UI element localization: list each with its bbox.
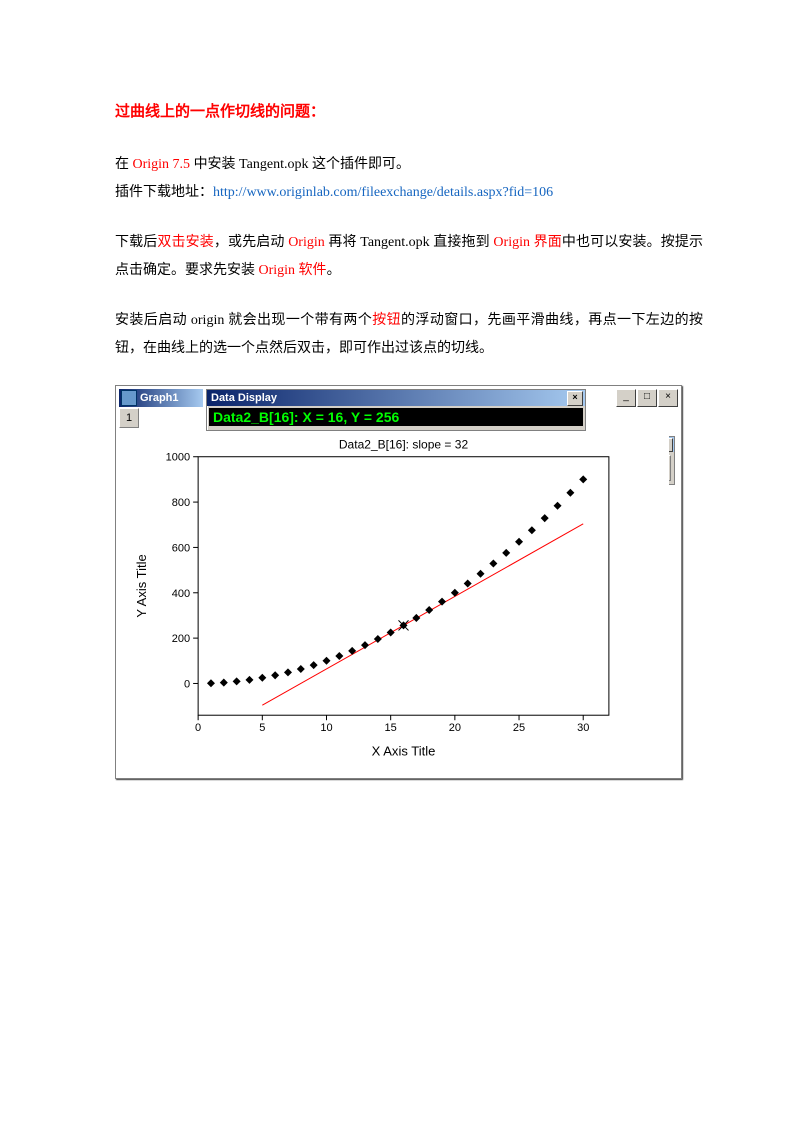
window-controls: _ □ × [615,389,678,407]
svg-text:0: 0 [184,678,190,690]
svg-text:800: 800 [172,497,190,509]
text: 插件下载地址： [115,185,213,200]
text: 安装后启动 origin 就会出现一个带有两个 [115,313,372,328]
text: 再将 Tangent.opk 直接拖到 [325,235,494,250]
svg-text:X Axis Title: X Axis Title [372,743,436,758]
text: 。 [327,263,341,278]
chart-svg: Data2_B[16]: slope = 32 0 5 10 15 20 25 30 0 200 4… [128,434,669,766]
svg-text:400: 400 [172,588,190,600]
text: ，或先启动 [214,235,288,250]
graph-window-titlebar[interactable]: Graph1 [119,389,203,407]
highlight: Origin [288,235,325,250]
svg-text:30: 30 [577,722,589,734]
svg-text:200: 200 [172,633,190,645]
maximize-icon[interactable]: □ [637,389,657,407]
text: 中安装 Tangent.opk 这个插件即可。 [190,157,410,172]
highlight: Origin 软件 [259,263,327,278]
close-icon[interactable]: × [567,391,583,406]
layer-index-button[interactable]: 1 [119,408,139,428]
svg-text:15: 15 [385,722,397,734]
svg-text:0: 0 [195,722,201,734]
highlight: 按钮 [372,313,401,328]
chart-plot-area[interactable]: Data2_B[16]: slope = 32 0 5 10 15 20 25 30 0 200 4… [128,434,669,766]
close-icon[interactable]: × [658,389,678,407]
origin-screenshot: Graph1 1 Data Display × Data2_B[16]: X =… [115,385,682,779]
text: 下载后 [115,235,157,250]
svg-text:Data2_B[16]: slope = 32: Data2_B[16]: slope = 32 [339,438,469,452]
svg-text:600: 600 [172,542,190,554]
svg-text:25: 25 [513,722,525,734]
data-display-value: Data2_B[16]: X = 16, Y = 256 [209,408,583,426]
data-display-panel[interactable]: Data Display × Data2_B[16]: X = 16, Y = … [206,389,586,431]
graph-window-title: Graph1 [140,392,179,404]
paragraph-3: 安装后启动 origin 就会出现一个带有两个按钮的浮动窗口，先画平滑曲线，再点… [115,307,703,363]
svg-text:20: 20 [449,722,461,734]
svg-text:Y Axis Title: Y Axis Title [134,554,149,617]
minimize-icon[interactable]: _ [616,389,636,407]
highlight: Origin 界面 [493,235,561,250]
paragraph-2: 下载后双击安装，或先启动 Origin 再将 Tangent.opk 直接拖到 … [115,229,703,285]
svg-text:5: 5 [259,722,265,734]
svg-text:10: 10 [320,722,332,734]
page-title: 过曲线上的一点作切线的问题： [115,100,703,121]
data-display-titlebar[interactable]: Data Display × [207,390,585,406]
download-url[interactable]: http://www.originlab.com/fileexchange/de… [213,185,553,200]
highlight: 双击安装 [157,235,214,250]
data-display-title-text: Data Display [211,392,277,404]
system-icon [121,390,137,406]
svg-text:1000: 1000 [166,452,191,464]
paragraph-1: 在 Origin 7.5 中安装 Tangent.opk 这个插件即可。 插件下… [115,151,703,207]
text: 在 [115,157,133,172]
highlight-origin: Origin 7.5 [133,157,191,172]
